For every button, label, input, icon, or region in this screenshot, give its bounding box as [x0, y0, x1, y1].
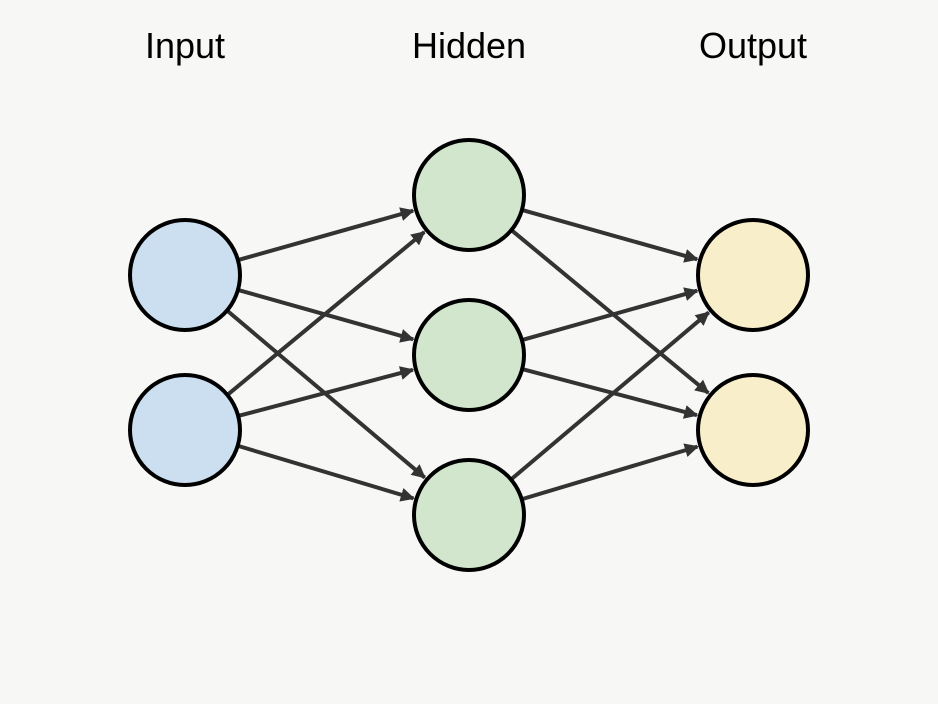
node-o2 — [698, 375, 808, 485]
node-o1 — [698, 220, 808, 330]
node-in1 — [130, 220, 240, 330]
neural-network-diagram: Input Hidden Output — [0, 0, 938, 704]
layer-label-input: Input — [145, 25, 225, 66]
node-h1 — [414, 140, 524, 250]
node-h2 — [414, 300, 524, 410]
layer-label-output: Output — [699, 25, 807, 66]
node-in2 — [130, 375, 240, 485]
node-h3 — [414, 460, 524, 570]
layer-label-hidden: Hidden — [412, 25, 526, 66]
